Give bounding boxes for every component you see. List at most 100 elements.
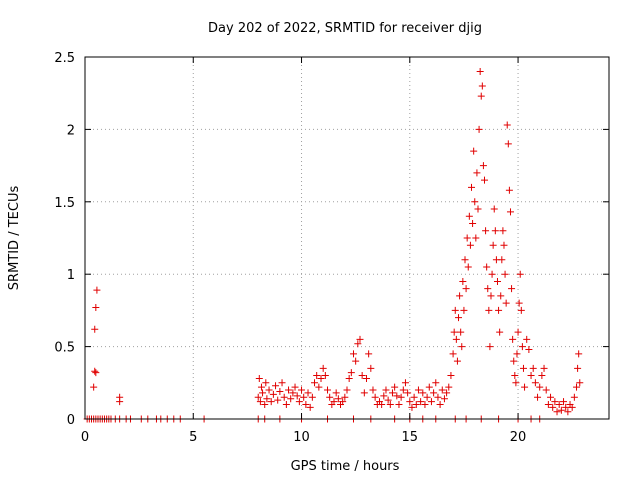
data-point — [324, 386, 332, 394]
data-point — [497, 292, 505, 300]
data-point — [542, 386, 550, 394]
data-point — [462, 285, 470, 293]
data-point — [510, 357, 518, 365]
data-point — [287, 395, 295, 403]
data-point — [544, 401, 552, 409]
chart-title: Day 202 of 2022, SRMTID for receiver dji… — [208, 21, 482, 36]
data-point — [423, 393, 431, 401]
data-point — [384, 396, 392, 404]
data-point — [503, 121, 511, 129]
data-point — [501, 270, 509, 278]
data-point — [298, 386, 306, 394]
data-point — [262, 379, 270, 387]
data-point — [393, 392, 401, 400]
data-point — [466, 241, 474, 249]
data-point — [500, 241, 508, 249]
data-point — [489, 241, 497, 249]
y-tick-label: 1 — [67, 268, 75, 283]
data-point — [269, 390, 277, 398]
data-point — [315, 383, 323, 391]
data-point — [259, 389, 267, 397]
data-point — [456, 292, 464, 300]
data-point — [425, 383, 433, 391]
data-point — [397, 393, 405, 401]
data-point — [471, 198, 479, 206]
data-point — [568, 403, 576, 411]
grid-lines — [85, 57, 609, 419]
data-point — [469, 220, 477, 228]
data-point — [468, 183, 476, 191]
data-point — [540, 364, 548, 372]
data-point — [300, 393, 308, 401]
data-point — [547, 393, 555, 401]
data-point — [365, 350, 373, 358]
data-point — [321, 372, 329, 380]
data-point — [406, 398, 414, 406]
data-point — [525, 345, 533, 353]
plot-frame — [84, 56, 610, 420]
data-point — [453, 357, 461, 365]
x-tick-label: 20 — [510, 430, 527, 445]
y-tick-label: 2.5 — [54, 51, 75, 66]
data-point — [391, 383, 399, 391]
data-point — [564, 408, 572, 416]
y-tick-label: 0 — [67, 413, 75, 428]
data-point — [452, 335, 460, 343]
data-point — [367, 364, 375, 372]
data-point — [502, 299, 510, 307]
data-point — [382, 386, 390, 394]
data-point — [474, 205, 482, 213]
data-point — [432, 379, 440, 387]
data-point — [511, 372, 519, 380]
data-point — [472, 234, 480, 242]
data-point — [551, 398, 559, 406]
data-point — [562, 403, 570, 411]
data-point — [430, 389, 438, 397]
y-axis-label: SRMTID / TECUs — [7, 186, 22, 291]
data-point — [345, 374, 353, 382]
data-point — [388, 389, 396, 397]
data-point — [493, 277, 501, 285]
data-point — [576, 379, 584, 387]
x-tick-label: 5 — [189, 430, 197, 445]
data-point — [488, 270, 496, 278]
data-point — [427, 398, 435, 406]
data-point — [434, 393, 442, 401]
data-point — [504, 140, 512, 148]
data-point — [289, 389, 297, 397]
data-point — [461, 256, 469, 264]
data-point — [116, 393, 124, 401]
data-point — [557, 406, 565, 414]
data-point — [257, 383, 265, 391]
data-point — [482, 227, 490, 235]
data-point — [527, 372, 535, 380]
data-point — [449, 350, 457, 358]
data-point — [438, 386, 446, 394]
data-point — [534, 393, 542, 401]
data-point — [255, 374, 263, 382]
data-point — [513, 350, 521, 358]
axis-ticks: 0 0.5 1 1.5 2 2.5 0 5 10 15 20 — [54, 51, 609, 445]
data-point — [440, 395, 448, 403]
data-point — [470, 147, 478, 155]
data-point — [536, 383, 544, 391]
data-point — [380, 392, 388, 400]
x-axis-label: GPS time / hours — [291, 459, 400, 474]
data-point — [261, 401, 269, 409]
data-point — [463, 234, 471, 242]
data-point — [349, 350, 357, 358]
data-point — [455, 314, 463, 322]
data-point — [265, 386, 273, 394]
data-point — [436, 401, 444, 409]
data-point — [282, 401, 290, 409]
data-point — [291, 383, 299, 391]
data-point — [486, 343, 494, 351]
data-point — [91, 325, 99, 333]
data-points — [83, 67, 584, 423]
data-point — [457, 328, 465, 336]
data-point — [278, 379, 286, 387]
data-point — [272, 382, 280, 390]
data-point — [326, 393, 334, 401]
data-point — [332, 389, 340, 397]
data-point — [92, 369, 100, 377]
